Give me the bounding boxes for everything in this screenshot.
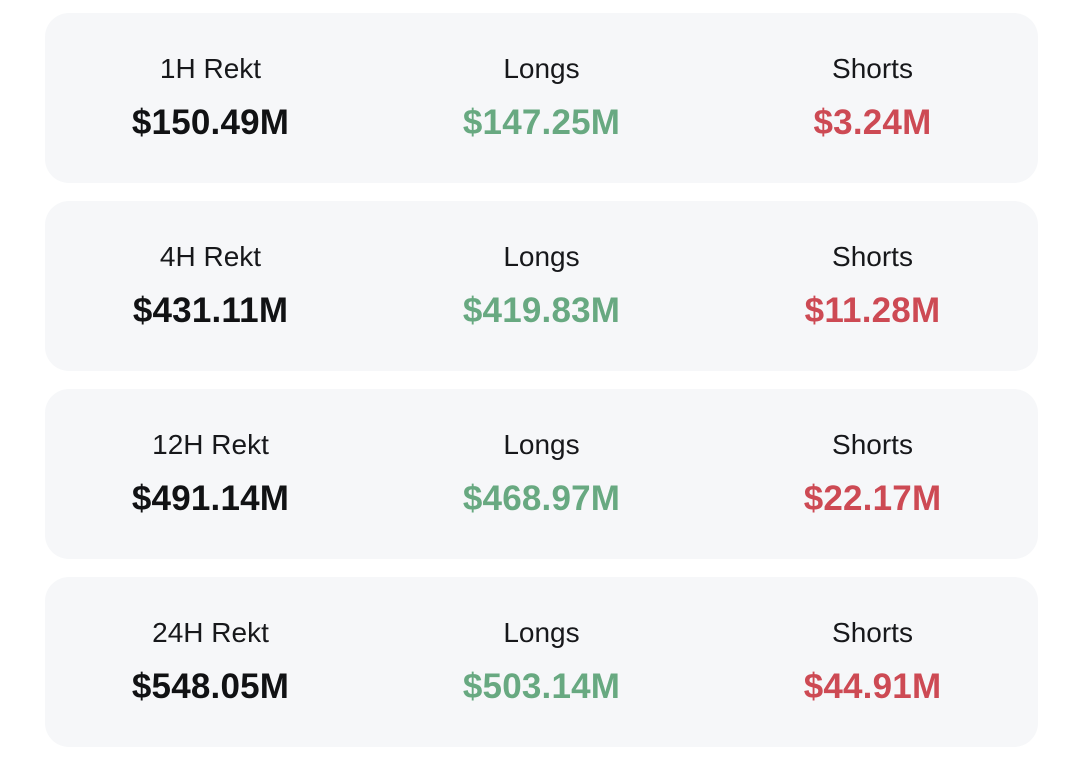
longs-value: $503.14M (462, 666, 621, 706)
longs-column: Longs $468.97M (376, 429, 707, 519)
shorts-value: $11.28M (804, 290, 941, 330)
shorts-label: Shorts (832, 52, 913, 84)
rekt-card-12h: 12H Rekt $491.14M Longs $468.97M Shorts … (45, 389, 1038, 559)
period-label: 1H Rekt (159, 52, 262, 84)
longs-value: $419.83M (462, 290, 621, 330)
longs-column: Longs $147.25M (376, 53, 707, 143)
period-label: 4H Rekt (159, 240, 262, 272)
total-liquidations-value: $431.11M (132, 290, 289, 330)
longs-column: Longs $419.83M (376, 241, 707, 331)
shorts-label: Shorts (832, 616, 913, 648)
period-label: 24H Rekt (152, 616, 269, 648)
shorts-value: $22.17M (803, 478, 942, 518)
longs-value: $468.97M (462, 478, 621, 518)
rekt-card-1h: 1H Rekt $150.49M Longs $147.25M Shorts $… (45, 13, 1038, 183)
longs-label: Longs (503, 52, 580, 84)
rekt-total-column: 1H Rekt $150.49M (45, 53, 376, 143)
shorts-value: $3.24M (813, 102, 932, 142)
shorts-column: Shorts $3.24M (707, 53, 1038, 143)
longs-value: $147.25M (462, 102, 621, 142)
total-liquidations-value: $491.14M (131, 478, 290, 518)
longs-column: Longs $503.14M (376, 617, 707, 707)
shorts-column: Shorts $22.17M (707, 429, 1038, 519)
period-label: 12H Rekt (152, 428, 269, 460)
shorts-column: Shorts $11.28M (707, 241, 1038, 331)
total-liquidations-value: $548.05M (131, 666, 290, 706)
rekt-card-24h: 24H Rekt $548.05M Longs $503.14M Shorts … (45, 577, 1038, 747)
longs-label: Longs (503, 240, 580, 272)
longs-label: Longs (503, 616, 580, 648)
shorts-column: Shorts $44.91M (707, 617, 1038, 707)
rekt-card-4h: 4H Rekt $431.11M Longs $419.83M Shorts $… (45, 201, 1038, 371)
longs-label: Longs (503, 428, 580, 460)
total-liquidations-value: $150.49M (131, 102, 290, 142)
rekt-total-column: 4H Rekt $431.11M (45, 241, 376, 331)
rekt-total-column: 12H Rekt $491.14M (45, 429, 376, 519)
shorts-label: Shorts (832, 240, 913, 272)
rekt-total-column: 24H Rekt $548.05M (45, 617, 376, 707)
shorts-label: Shorts (832, 428, 913, 460)
shorts-value: $44.91M (803, 666, 942, 706)
